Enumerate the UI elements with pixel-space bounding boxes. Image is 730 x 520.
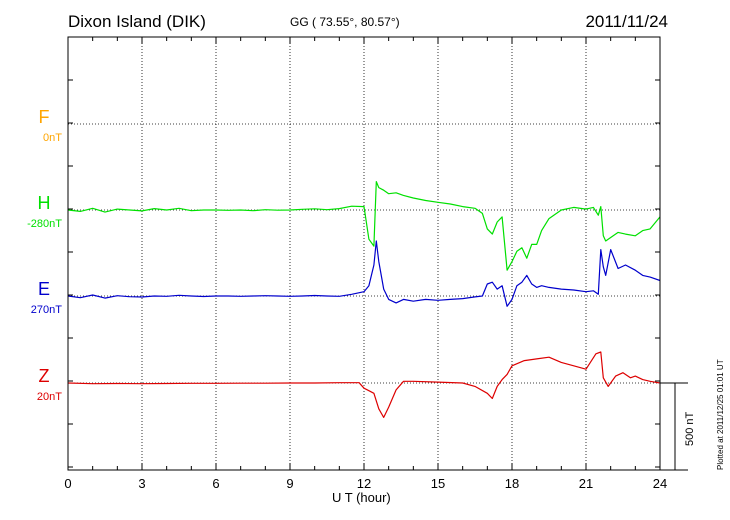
channel-offset-Z: 20nT (37, 391, 62, 403)
x-tick-label: 3 (138, 476, 145, 491)
x-tick-label: 24 (653, 476, 667, 491)
channel-letter-Z: Z (39, 366, 50, 386)
series-line-H (67, 181, 661, 271)
channel-letter-F: F (39, 107, 50, 127)
channel-offset-E: 270nT (31, 304, 62, 316)
x-tick-label: 21 (579, 476, 593, 491)
series-curves (67, 181, 661, 418)
x-tick-label: 12 (357, 476, 371, 491)
channel-offset-H: -280nT (27, 218, 62, 230)
scale-bar (660, 382, 688, 471)
station-coordinates: GG ( 73.55°, 80.57°) (290, 15, 400, 29)
x-tick-label: 9 (286, 476, 293, 491)
x-axis: 0 3 6 9 12 15 18 21 24 (64, 37, 667, 491)
grid-lines (68, 37, 660, 470)
x-tick-label: 6 (212, 476, 219, 491)
channel-letter-E: E (38, 279, 50, 299)
series-line-Z (67, 351, 661, 418)
date-label: 2011/11/24 (585, 12, 668, 31)
channel-letter-H: H (38, 193, 51, 213)
x-tick-label: 0 (64, 476, 71, 491)
x-axis-label: U T (hour) (332, 490, 391, 505)
series-line-E (67, 240, 661, 307)
x-tick-label: 18 (505, 476, 519, 491)
plotted-timestamp: Plotted at 2011/12/25 01:01 UT (716, 359, 725, 470)
channel-offset-F: 0nT (43, 132, 62, 144)
scale-bar-label: 500 nT (684, 411, 696, 446)
station-title: Dixon Island (DIK) (68, 12, 206, 31)
x-tick-label: 15 (431, 476, 445, 491)
channel-labels: F 0nT H -280nT E 270nT Z 20nT (27, 107, 62, 403)
